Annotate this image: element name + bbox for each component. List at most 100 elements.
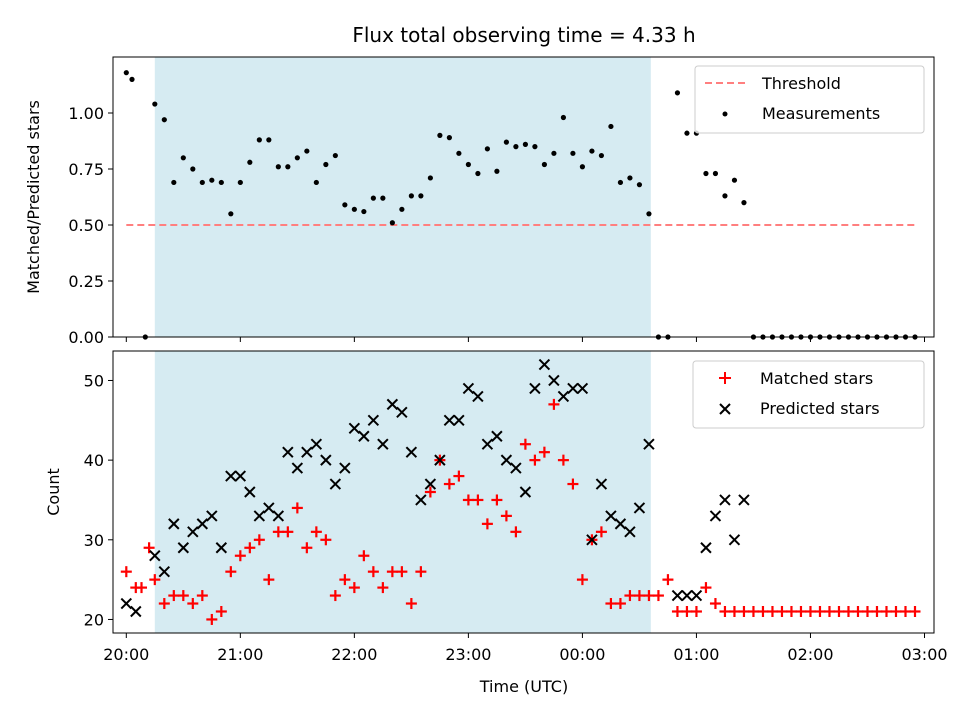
measurement-point [636,182,643,188]
matched-star-point [757,605,769,617]
ratio-plot-frame [112,56,935,338]
measurement-point [342,202,348,208]
predicted-star-point [671,589,684,602]
predicted-star-point [614,518,627,530]
measurement-point [152,101,158,107]
predicted-star-point [424,478,437,490]
matched-star-point [766,605,778,617]
predicted-star-point [291,462,304,474]
measurement-point [532,144,538,150]
matched-star-point [510,526,522,538]
matched-star-point [567,478,579,490]
predicted-star-point [339,462,351,474]
measurement-point [646,211,652,217]
legend-matched-swatch [719,372,731,384]
measurement-point [323,161,329,168]
x-tick-label: 02:00 [787,645,833,664]
predicted-star-point [367,414,380,427]
legend-measurements-swatch [722,111,728,117]
measurement-point [380,195,386,201]
predicted-star-point [149,550,161,562]
predicted-star-point [348,422,361,434]
matched-star-point [136,582,148,594]
measurement-point [570,150,576,156]
measurement-point [228,211,234,217]
measurement-point [399,206,405,212]
predicted-star-point [434,454,446,466]
predicted-star-point [215,542,228,554]
legend-threshold-label: Threshold [761,74,841,93]
measurement-point [218,179,224,186]
chart-title: Flux total observing time = 4.33 h [352,23,695,47]
count-x-ticks: 20:00 21:00 22:00 23:00 00:00 01:00 02:00 03:00 [103,633,948,664]
matched-star-point [662,574,674,586]
count-legend-box [692,360,925,429]
predicted-star-point [548,374,560,387]
measurement-point [123,70,129,76]
matched-star-point [861,605,873,617]
measurement-point [332,152,338,159]
matched-star-point [386,566,398,578]
ratio-legend-box [694,65,925,134]
predicted-star-point [491,430,503,442]
matched-star-point [263,574,275,586]
matched-star-point [548,398,560,410]
matched-star-point [225,566,237,578]
ratio-shaded-interval [154,57,651,337]
measurement-point [247,159,253,165]
measurement-point [294,155,300,161]
predicted-star-point [196,518,209,530]
legend-measurements-label: Measurements [762,104,880,123]
matched-star-point [814,605,826,617]
measurement-point [608,123,614,130]
measurement-point [541,161,548,168]
ratio-y-tick-label: 0.00 [68,328,104,347]
measurement-point [674,90,681,96]
matched-star-point [244,542,256,554]
matched-star-point [880,605,892,617]
measurement-point [285,164,291,170]
matched-star-point [595,526,607,538]
ratio-marks [123,70,918,340]
matched-star-point [529,454,541,466]
matched-star-point [187,598,199,610]
matched-star-point [358,550,370,562]
matched-star-point [842,605,854,617]
predicted-star-point [234,470,247,482]
count-y-ticks: 20 30 40 50 [84,371,113,629]
matched-star-point [301,542,313,554]
measurement-point [199,179,205,186]
matched-star-point [909,605,921,617]
matched-star-point [899,605,911,617]
predicted-star-point [415,494,427,506]
predicted-star-point [225,470,237,482]
predicted-star-point [643,438,655,450]
ratio-y-tick-label: 0.50 [68,216,104,235]
matched-star-point [443,478,455,490]
matched-star-point [206,613,218,625]
matched-star-point [738,605,750,617]
x-tick-label: 03:00 [901,645,947,664]
predicted-star-point [633,502,646,514]
count-y-axis-label: Count [44,468,63,516]
measurement-point [598,152,605,159]
predicted-star-point [557,390,570,403]
measurement-point [475,170,481,177]
predicted-star-point [481,438,494,450]
matched-star-point [215,605,227,617]
matched-star-point [624,590,636,602]
matched-star-point [415,566,427,578]
x-tick-label: 23:00 [445,645,491,664]
predicted-star-point [310,438,323,450]
measurement-point [389,220,395,226]
count-legend: Matched stars Predicted stars [692,360,925,429]
predicted-star-point [709,510,722,522]
ratio-y-tick-label: 1.00 [68,104,104,123]
measurement-point [579,164,586,170]
matched-star-point [234,550,246,562]
matched-star-point [795,605,807,617]
predicted-star-point [453,414,465,427]
matched-star-point [538,446,550,458]
x-tick-label: 20:00 [103,645,149,664]
matched-star-point [291,502,303,514]
